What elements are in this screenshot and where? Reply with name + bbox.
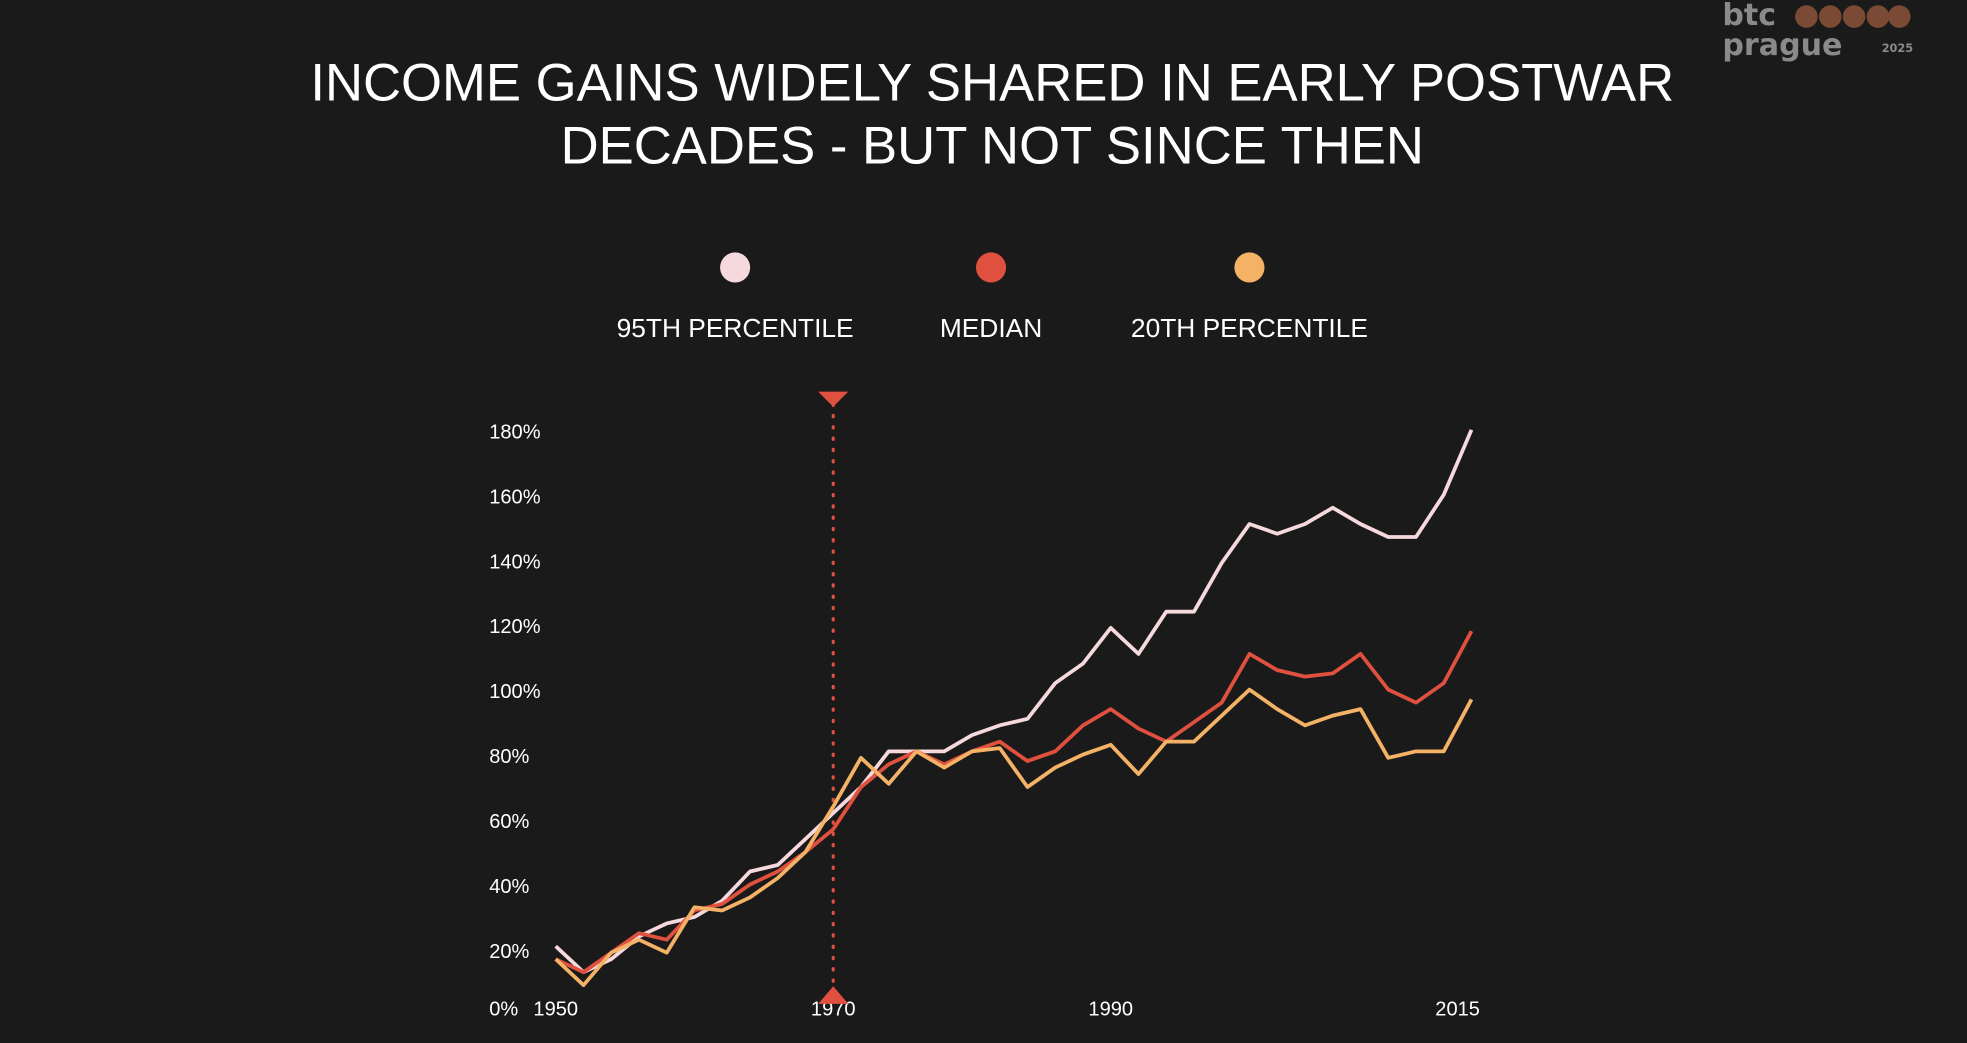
x-tick-label: 1990 [1088,998,1133,1020]
y-tick-label: 20% [489,941,529,963]
reference-marker [818,986,849,1004]
watermark: btc prague 2025 [1722,0,1913,63]
legend-label: MEDIAN [940,313,1042,343]
watermark-dot [1818,5,1842,28]
legend-marker [1234,252,1265,283]
watermark-dot [1887,5,1911,28]
watermark-year: 2025 [1882,42,1914,55]
legend-label: 20TH PERCENTILE [1131,313,1368,343]
watermark-dot [1842,5,1866,28]
watermark-dot [1795,5,1818,28]
watermark-text: btc [1722,0,1776,33]
x-tick-label: 2015 [1435,998,1480,1020]
chart-title: DECADES - BUT NOT SINCE THEN [561,116,1424,175]
series-line [554,687,1474,988]
legend-label: 95TH PERCENTILE [617,313,854,343]
y-tick-label: 0% [489,998,518,1020]
reference-marker [818,391,849,407]
y-tick-label: 100% [489,681,540,703]
y-tick-label: 180% [489,421,540,443]
watermark-dot [1866,5,1890,28]
y-tick-label: 40% [489,876,529,898]
y-tick-label: 140% [489,551,540,573]
legend-marker [720,252,751,283]
y-tick-label: 160% [489,486,540,508]
y-tick-label: 80% [489,746,529,768]
chart-title: INCOME GAINS WIDELY SHARED IN EARLY POST… [310,54,1674,113]
watermark-text: prague [1722,28,1842,63]
y-tick-label: 60% [489,811,529,833]
x-tick-label: 1970 [811,998,856,1020]
x-tick-label: 1950 [533,998,578,1020]
legend-marker [975,252,1007,283]
y-tick-label: 120% [489,616,540,638]
